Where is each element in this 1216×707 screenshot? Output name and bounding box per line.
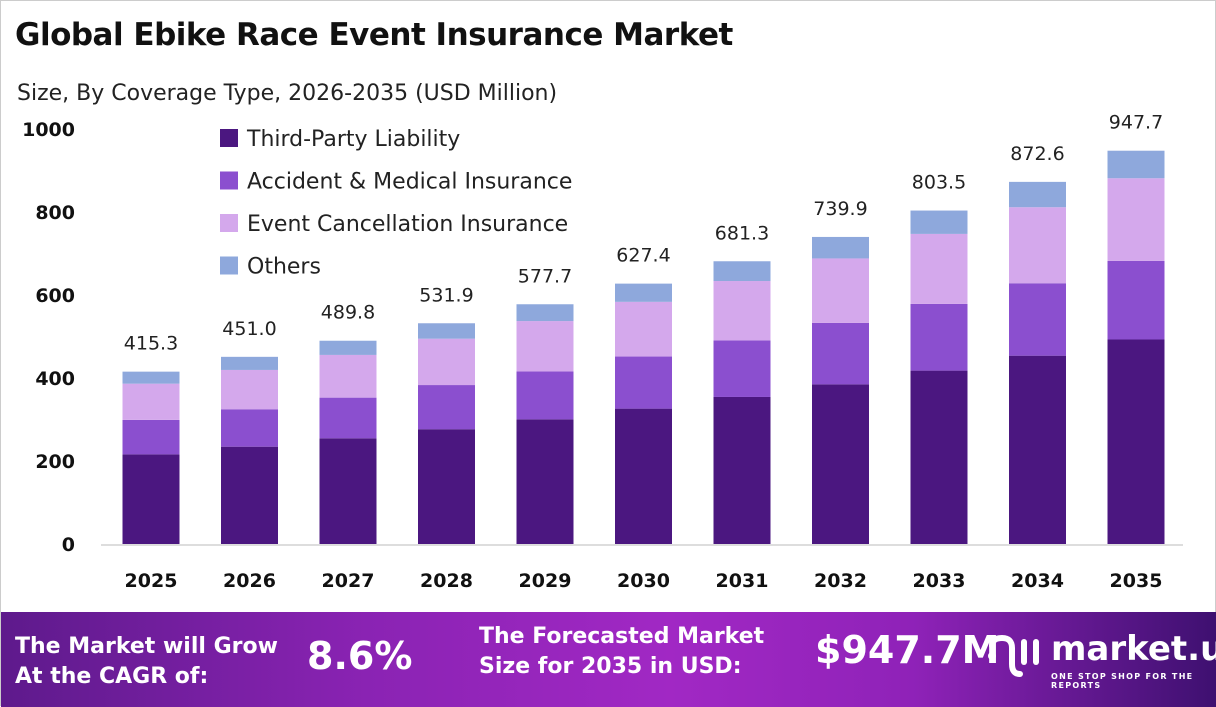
bar-segment-third-party-liability (122, 454, 180, 544)
bar-segment-accident-medical-insurance (319, 397, 377, 439)
chart-subtitle: Size, By Coverage Type, 2026-2035 (USD M… (17, 81, 558, 106)
cagr-label: The Market will Grow At the CAGR of: (15, 632, 278, 692)
y-tick-label: 1000 (22, 119, 75, 141)
bar-segment-third-party-liability (1107, 339, 1165, 544)
cagr-value: 8.6% (307, 634, 413, 678)
x-tick-label: 2031 (716, 570, 769, 592)
legend-swatch (220, 129, 238, 147)
forecast-value: $947.7M (815, 628, 1000, 672)
bar-total-label: 451.0 (222, 318, 276, 340)
bar-segment-others (713, 261, 771, 282)
x-tick-label: 2032 (814, 570, 867, 592)
bar-segment-third-party-liability (516, 419, 574, 544)
bar-total-label: 627.4 (616, 245, 670, 267)
bar-segment-event-cancellation-insurance (516, 321, 574, 372)
chart-title: Global Ebike Race Event Insurance Market (15, 17, 733, 53)
brand-tagline: ONE STOP SHOP FOR THE REPORTS (1051, 672, 1194, 690)
bar-segment-others (812, 236, 869, 259)
y-tick-label: 0 (62, 534, 75, 556)
legend-label: Others (247, 255, 321, 280)
bar-segment-accident-medical-insurance (812, 322, 869, 385)
bar-segment-others (910, 210, 968, 234)
bar-total-label: 803.5 (912, 172, 966, 194)
bar-segment-event-cancellation-insurance (910, 233, 968, 304)
brand-name: market.us (1051, 629, 1216, 669)
bar-segment-accident-medical-insurance (221, 409, 278, 447)
bar-segment-third-party-liability (812, 384, 869, 544)
bar-segment-third-party-liability (1009, 355, 1066, 544)
bar-total-label: 577.7 (518, 265, 572, 287)
bar-segment-accident-medical-insurance (713, 340, 771, 397)
bar-segment-third-party-liability (910, 370, 968, 544)
legend-label: Event Cancellation Insurance (247, 212, 568, 237)
x-tick-label: 2027 (322, 570, 375, 592)
bar-segment-others (615, 283, 672, 302)
bar-segment-third-party-liability (713, 396, 771, 544)
bar-segment-accident-medical-insurance (1107, 260, 1165, 340)
x-tick-label: 2035 (1110, 570, 1163, 592)
bar-total-label: 415.3 (124, 333, 178, 355)
bar-segment-accident-medical-insurance (418, 385, 475, 430)
bar-segment-event-cancellation-insurance (319, 354, 377, 398)
x-tick-label: 2025 (125, 570, 178, 592)
bar-total-label: 947.7 (1109, 112, 1163, 134)
bar-segment-accident-medical-insurance (910, 303, 968, 371)
bar-segment-event-cancellation-insurance (812, 258, 869, 323)
legend-swatch (220, 171, 238, 190)
bar-segment-others (516, 304, 574, 322)
bar-segment-others (221, 356, 278, 370)
bar-segment-third-party-liability (615, 408, 672, 544)
bar-segment-others (122, 371, 180, 384)
cagr-label-line2: At the CAGR of: (15, 664, 209, 689)
x-tick-label: 2029 (519, 570, 572, 592)
forecast-label: The Forecasted Market Size for 2035 in U… (479, 622, 764, 682)
bar-segment-event-cancellation-insurance (1009, 207, 1066, 284)
forecast-label-line1: The Forecasted Market (479, 624, 765, 649)
market-us-logo-icon (988, 634, 1039, 677)
y-tick-label: 400 (35, 368, 75, 390)
x-tick-label: 2026 (223, 570, 276, 592)
bar-segment-event-cancellation-insurance (122, 383, 180, 420)
bar-segment-event-cancellation-insurance (221, 369, 278, 410)
x-tick-label: 2033 (913, 570, 966, 592)
x-tick-label: 2028 (420, 570, 473, 592)
bar-total-label: 489.8 (321, 302, 375, 324)
legend-swatch (220, 214, 238, 232)
x-tick-label: 2030 (617, 570, 670, 592)
legend-label: Accident & Medical Insurance (247, 170, 572, 195)
footer-banner: The Market will Grow At the CAGR of: 8.6… (1, 612, 1216, 707)
bar-segment-others (1107, 150, 1165, 179)
cagr-label-line1: The Market will Grow (15, 634, 278, 659)
bar-segment-event-cancellation-insurance (418, 338, 475, 386)
x-tick-label: 2034 (1011, 570, 1064, 592)
bar-segment-accident-medical-insurance (1009, 283, 1066, 356)
bar-segment-accident-medical-insurance (122, 419, 180, 455)
forecast-label-line2: Size for 2035 in USD: (479, 654, 742, 679)
bar-segment-third-party-liability (221, 446, 278, 544)
bar-segment-event-cancellation-insurance (615, 301, 672, 357)
bar-segment-others (1009, 181, 1066, 208)
bar-total-label: 531.9 (419, 284, 473, 306)
legend-label: Third-Party Liability (246, 127, 460, 152)
bar-segment-third-party-liability (418, 429, 475, 544)
bar-segment-event-cancellation-insurance (1107, 178, 1165, 261)
bar-segment-third-party-liability (319, 438, 377, 544)
bar-segment-event-cancellation-insurance (713, 281, 771, 341)
y-tick-label: 600 (35, 285, 75, 307)
bar-segment-accident-medical-insurance (516, 371, 574, 420)
bar-segment-accident-medical-insurance (615, 356, 672, 409)
y-tick-label: 200 (35, 451, 75, 473)
stacked-bar-chart: 0 200 400 600 800 1000 415.3 2025 451.0 2026 489.8… (22, 112, 1183, 592)
bar-total-label: 739.9 (813, 198, 867, 220)
bar-segment-others (418, 323, 475, 339)
legend-swatch (220, 256, 238, 275)
bar-segment-others (319, 340, 377, 355)
y-tick-label: 800 (35, 202, 75, 224)
bar-total-label: 681.3 (715, 222, 769, 244)
bar-total-label: 872.6 (1010, 143, 1064, 165)
